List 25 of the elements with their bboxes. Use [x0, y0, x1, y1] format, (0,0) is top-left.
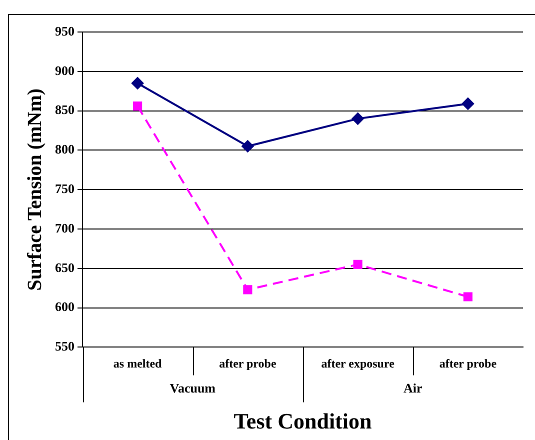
y-axis-title: Surface Tension (mNm) [24, 88, 46, 291]
y-tick-label: 850 [55, 102, 74, 118]
x-tick-label: after probe [439, 356, 498, 370]
y-tick-label: 950 [55, 23, 74, 38]
text: Air [403, 380, 422, 396]
y-tick-label: 750 [55, 180, 74, 196]
point [242, 140, 254, 152]
point [352, 112, 364, 125]
x-tick-label: after probe [219, 356, 277, 370]
y-tick-label: 650 [55, 260, 74, 275]
point [133, 102, 142, 111]
y-tick-label: 900 [55, 62, 74, 78]
point [353, 260, 362, 269]
point [132, 77, 144, 90]
x-tick-label: after exposure [321, 356, 396, 370]
text: Vacuum [170, 380, 216, 396]
x-tick-label: as melted [113, 356, 162, 370]
x-axis-title: Test Condition [234, 408, 372, 434]
y-tick-label: 550 [55, 338, 74, 354]
point [463, 292, 472, 302]
y-tick-label: 700 [55, 220, 74, 236]
y-tick-label: 800 [55, 142, 74, 157]
point [243, 285, 252, 294]
point [462, 98, 474, 110]
y-tick-label: 600 [55, 299, 74, 314]
